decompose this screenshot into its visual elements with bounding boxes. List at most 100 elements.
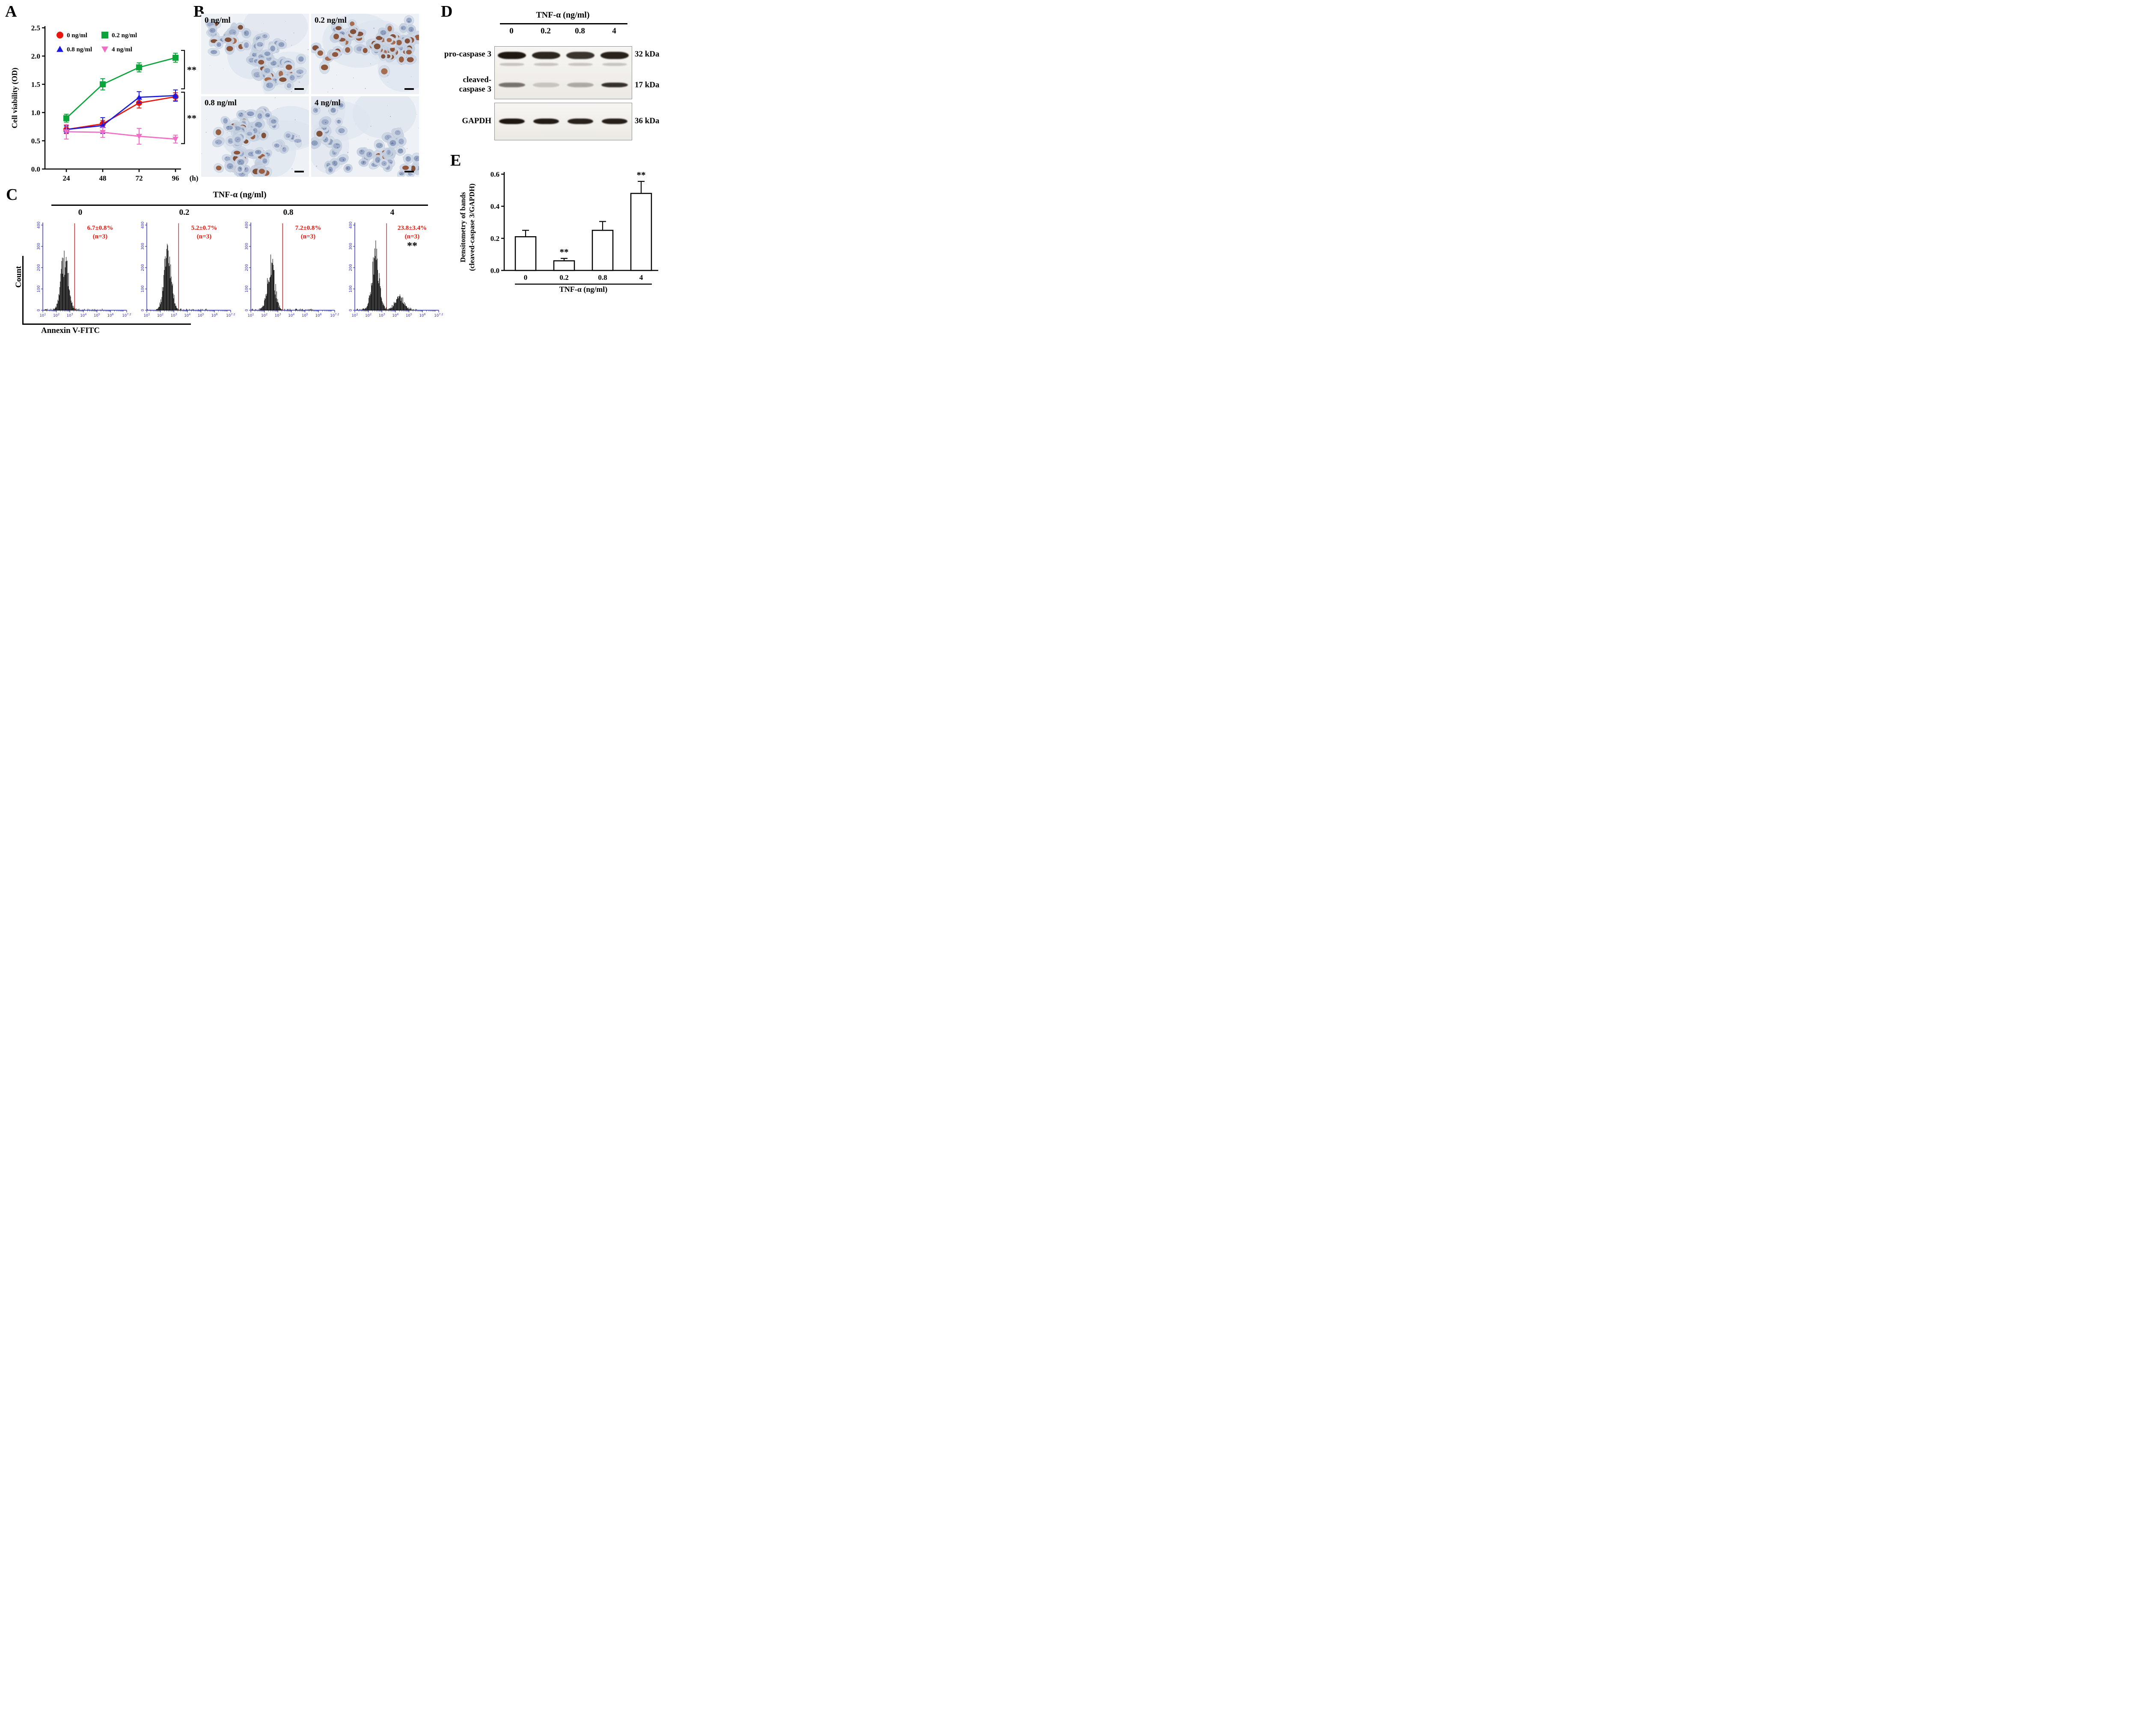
ihc-image-tile: 0 ng/ml [201,14,309,94]
svg-text:**: ** [187,65,196,75]
flow-dose-label: 0.2 [179,208,190,217]
svg-text:100: 100 [37,285,41,292]
svg-text:107.2: 107.2 [122,313,131,318]
flow-histogram: 0 100 200 300 400 101 102 103 104 105 106 107.2 [245,222,339,318]
lane-label: 0 [509,27,514,36]
ihc-image-tile: 4 ng/ml [311,96,419,177]
panel-e-bar-chart: 0.0 0.2 0.4 0.6 0 0.2 ** 0.8 4 ** [490,170,658,285]
caspase3-blot-image [494,46,632,99]
protein-band [566,52,594,59]
svg-text:0.6: 0.6 [490,170,499,178]
n-label: (n=3) [196,233,212,240]
svg-text:0.0: 0.0 [490,267,499,275]
protein-band [499,83,525,87]
svg-text:400: 400 [245,222,249,228]
svg-text:300: 300 [37,243,41,250]
svg-text:103: 103 [275,313,281,318]
dose-label: 0 ng/ml [205,16,231,25]
svg-text:107.2: 107.2 [226,313,235,318]
svg-text:**: ** [560,247,569,257]
flow-axis-vline [22,256,24,324]
svg-text:4 ng/ml: 4 ng/ml [112,46,132,53]
svg-text:104: 104 [288,313,294,318]
gapdh-blot-image [494,103,632,140]
svg-text:2.5: 2.5 [31,24,40,32]
svg-text:102: 102 [157,313,163,318]
apoptosis-percent: 7.2±0.8% [295,225,321,231]
blot-header-underline [500,23,627,24]
svg-text:102: 102 [53,313,59,318]
svg-text:100: 100 [245,285,249,292]
apoptosis-annotation: 6.7±0.8% (n=3) [72,224,128,241]
svg-text:101: 101 [144,313,150,318]
kda-label: 32 kDa [635,50,660,59]
scale-bar [404,171,414,172]
apoptosis-annotation: 7.2±0.8% (n=3) [280,224,336,241]
flow-header: TNF-α (ng/ml) [213,190,267,199]
svg-text:105: 105 [94,313,100,318]
svg-text:0: 0 [349,309,353,311]
lane-label: 4 [612,27,616,36]
flow-dose-label: 4 [390,208,395,217]
svg-text:400: 400 [141,222,145,228]
apoptosis-percent: 6.7±0.8% [87,225,113,231]
svg-text:102: 102 [261,313,268,318]
svg-text:104: 104 [184,313,190,318]
flow-histogram: 0 100 200 300 400 101 102 103 104 105 106 107.2 [37,222,131,318]
y-axis-title-line1: Densitometry of bands [459,192,467,263]
svg-text:106: 106 [211,313,218,318]
apoptosis-percent: 5.2±0.7% [191,225,217,231]
svg-text:102: 102 [365,313,372,318]
flow-x-axis-title: Annexin V-FITC [41,326,100,335]
ihc-cells-image [201,96,309,177]
protein-band [533,119,559,124]
svg-text:0 ng/ml: 0 ng/ml [67,32,87,39]
panel-e-x-axis-title: TNF-α (ng/ml) [559,285,608,294]
svg-text:96: 96 [172,174,179,182]
svg-text:107.2: 107.2 [434,313,443,318]
ihc-image-tile: 0.2 ng/ml [311,14,419,94]
flow-histogram: 0 100 200 300 400 101 102 103 104 105 106 107.2 [141,222,235,318]
svg-text:105: 105 [406,313,412,318]
panel-a-y-axis-title: Cell viability (OD) [10,68,19,128]
protein-band [602,119,627,124]
svg-text:4: 4 [639,273,643,282]
svg-text:0.8: 0.8 [598,273,607,282]
protein-band [498,52,526,59]
ihc-cells-image [201,14,309,94]
n-label: (n=3) [300,233,316,240]
lane-label: 0.8 [575,27,585,36]
flow-axis-hline [22,323,191,325]
blot-row-label: cleaved- [463,75,491,84]
faint-smear [602,63,627,66]
blot-row-label: caspase 3 [459,85,491,94]
svg-text:200: 200 [245,264,249,271]
svg-text:0.8 ng/ml: 0.8 ng/ml [67,46,92,53]
svg-text:101: 101 [40,313,46,318]
blot-row-label: pro-caspase 3 [444,50,491,59]
svg-text:72: 72 [136,174,143,182]
significance-marker: ** [407,240,417,252]
svg-text:105: 105 [198,313,204,318]
svg-text:101: 101 [248,313,254,318]
svg-text:0: 0 [141,309,145,311]
svg-text:103: 103 [379,313,385,318]
panel-a-label: A [5,3,17,21]
faint-smear [499,63,524,66]
svg-text:48: 48 [99,174,107,182]
svg-text:(h): (h) [190,174,199,182]
svg-text:**: ** [187,113,196,124]
faint-smear [568,63,593,66]
kda-label: 17 kDa [635,80,660,89]
blot-header: TNF-α (ng/ml) [536,10,590,20]
flow-dose-label: 0.8 [283,208,294,217]
svg-text:100: 100 [141,285,145,292]
svg-text:101: 101 [352,313,358,318]
svg-text:103: 103 [171,313,177,318]
svg-text:0.2: 0.2 [490,234,499,243]
svg-text:0.2 ng/ml: 0.2 ng/ml [112,32,137,39]
svg-text:107.2: 107.2 [330,313,339,318]
svg-text:1.0: 1.0 [31,109,40,117]
svg-text:103: 103 [67,313,73,318]
n-label: (n=3) [92,233,108,240]
